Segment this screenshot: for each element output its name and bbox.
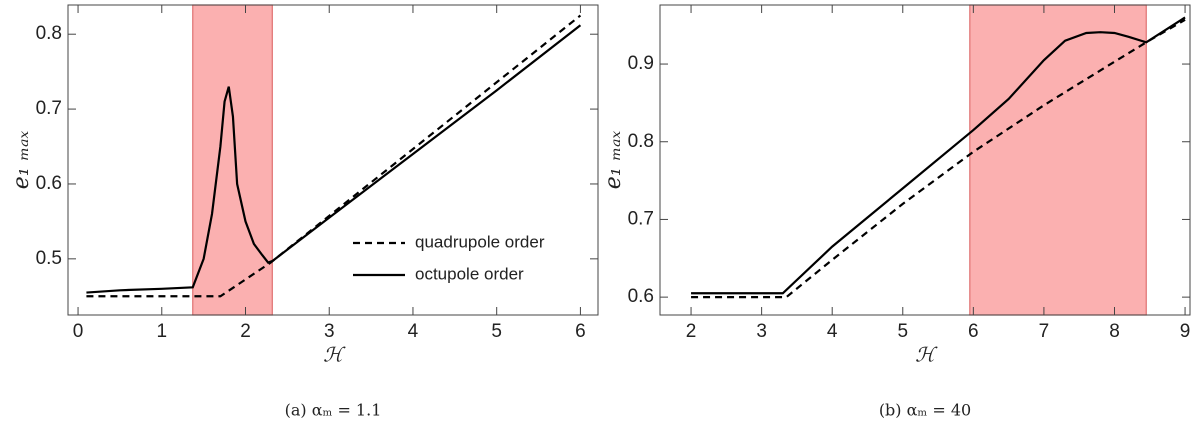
legend-label: quadrupole order xyxy=(415,232,545,251)
x-axis-label: ℋ xyxy=(323,343,346,367)
y-tick-label: 0.7 xyxy=(628,208,654,229)
x-tick-label: 4 xyxy=(408,321,419,342)
caption: (b) αₘ = 40 xyxy=(879,401,971,420)
y-axis-label: e₁ ₘₐₓ xyxy=(9,131,34,190)
plot-frame xyxy=(659,4,1191,316)
x-tick-label: 9 xyxy=(1180,321,1191,342)
line-series xyxy=(86,24,582,294)
x-tick-label: 0 xyxy=(73,321,84,342)
y-tick-label: 0.7 xyxy=(36,98,62,119)
x-tick-label: 5 xyxy=(897,321,908,342)
plot-frame xyxy=(67,4,599,316)
y-tick-label: 0.5 xyxy=(36,248,62,269)
line-series xyxy=(691,16,1186,295)
y-tick-label: 0.6 xyxy=(628,286,654,307)
y-tick-label: 0.9 xyxy=(628,53,654,74)
x-tick-label: 6 xyxy=(968,321,979,342)
shaded-region xyxy=(192,4,273,316)
x-tick-label: 6 xyxy=(575,321,586,342)
x-tick-label: 1 xyxy=(156,321,167,342)
y-tick-label: 0.6 xyxy=(36,173,62,194)
x-tick-label: 7 xyxy=(1039,321,1050,342)
x-tick-label: 2 xyxy=(686,321,697,342)
shaded-region xyxy=(969,4,1147,316)
x-tick-label: 4 xyxy=(827,321,838,342)
x-axis-label: ℋ xyxy=(915,343,938,367)
y-tick-label: 0.8 xyxy=(36,23,62,44)
caption: (a) αₘ = 1.1 xyxy=(285,401,382,420)
x-tick-label: 3 xyxy=(756,321,767,342)
x-tick-label: 8 xyxy=(1109,321,1120,342)
x-tick-label: 3 xyxy=(324,321,335,342)
x-tick-label: 5 xyxy=(491,321,502,342)
y-axis-label: e₁ ₘₐₓ xyxy=(601,131,626,190)
y-tick-label: 0.8 xyxy=(628,131,654,152)
x-tick-label: 2 xyxy=(240,321,251,342)
legend-label: octupole order xyxy=(415,264,524,283)
line-series xyxy=(86,14,582,298)
line-series xyxy=(691,18,1186,299)
